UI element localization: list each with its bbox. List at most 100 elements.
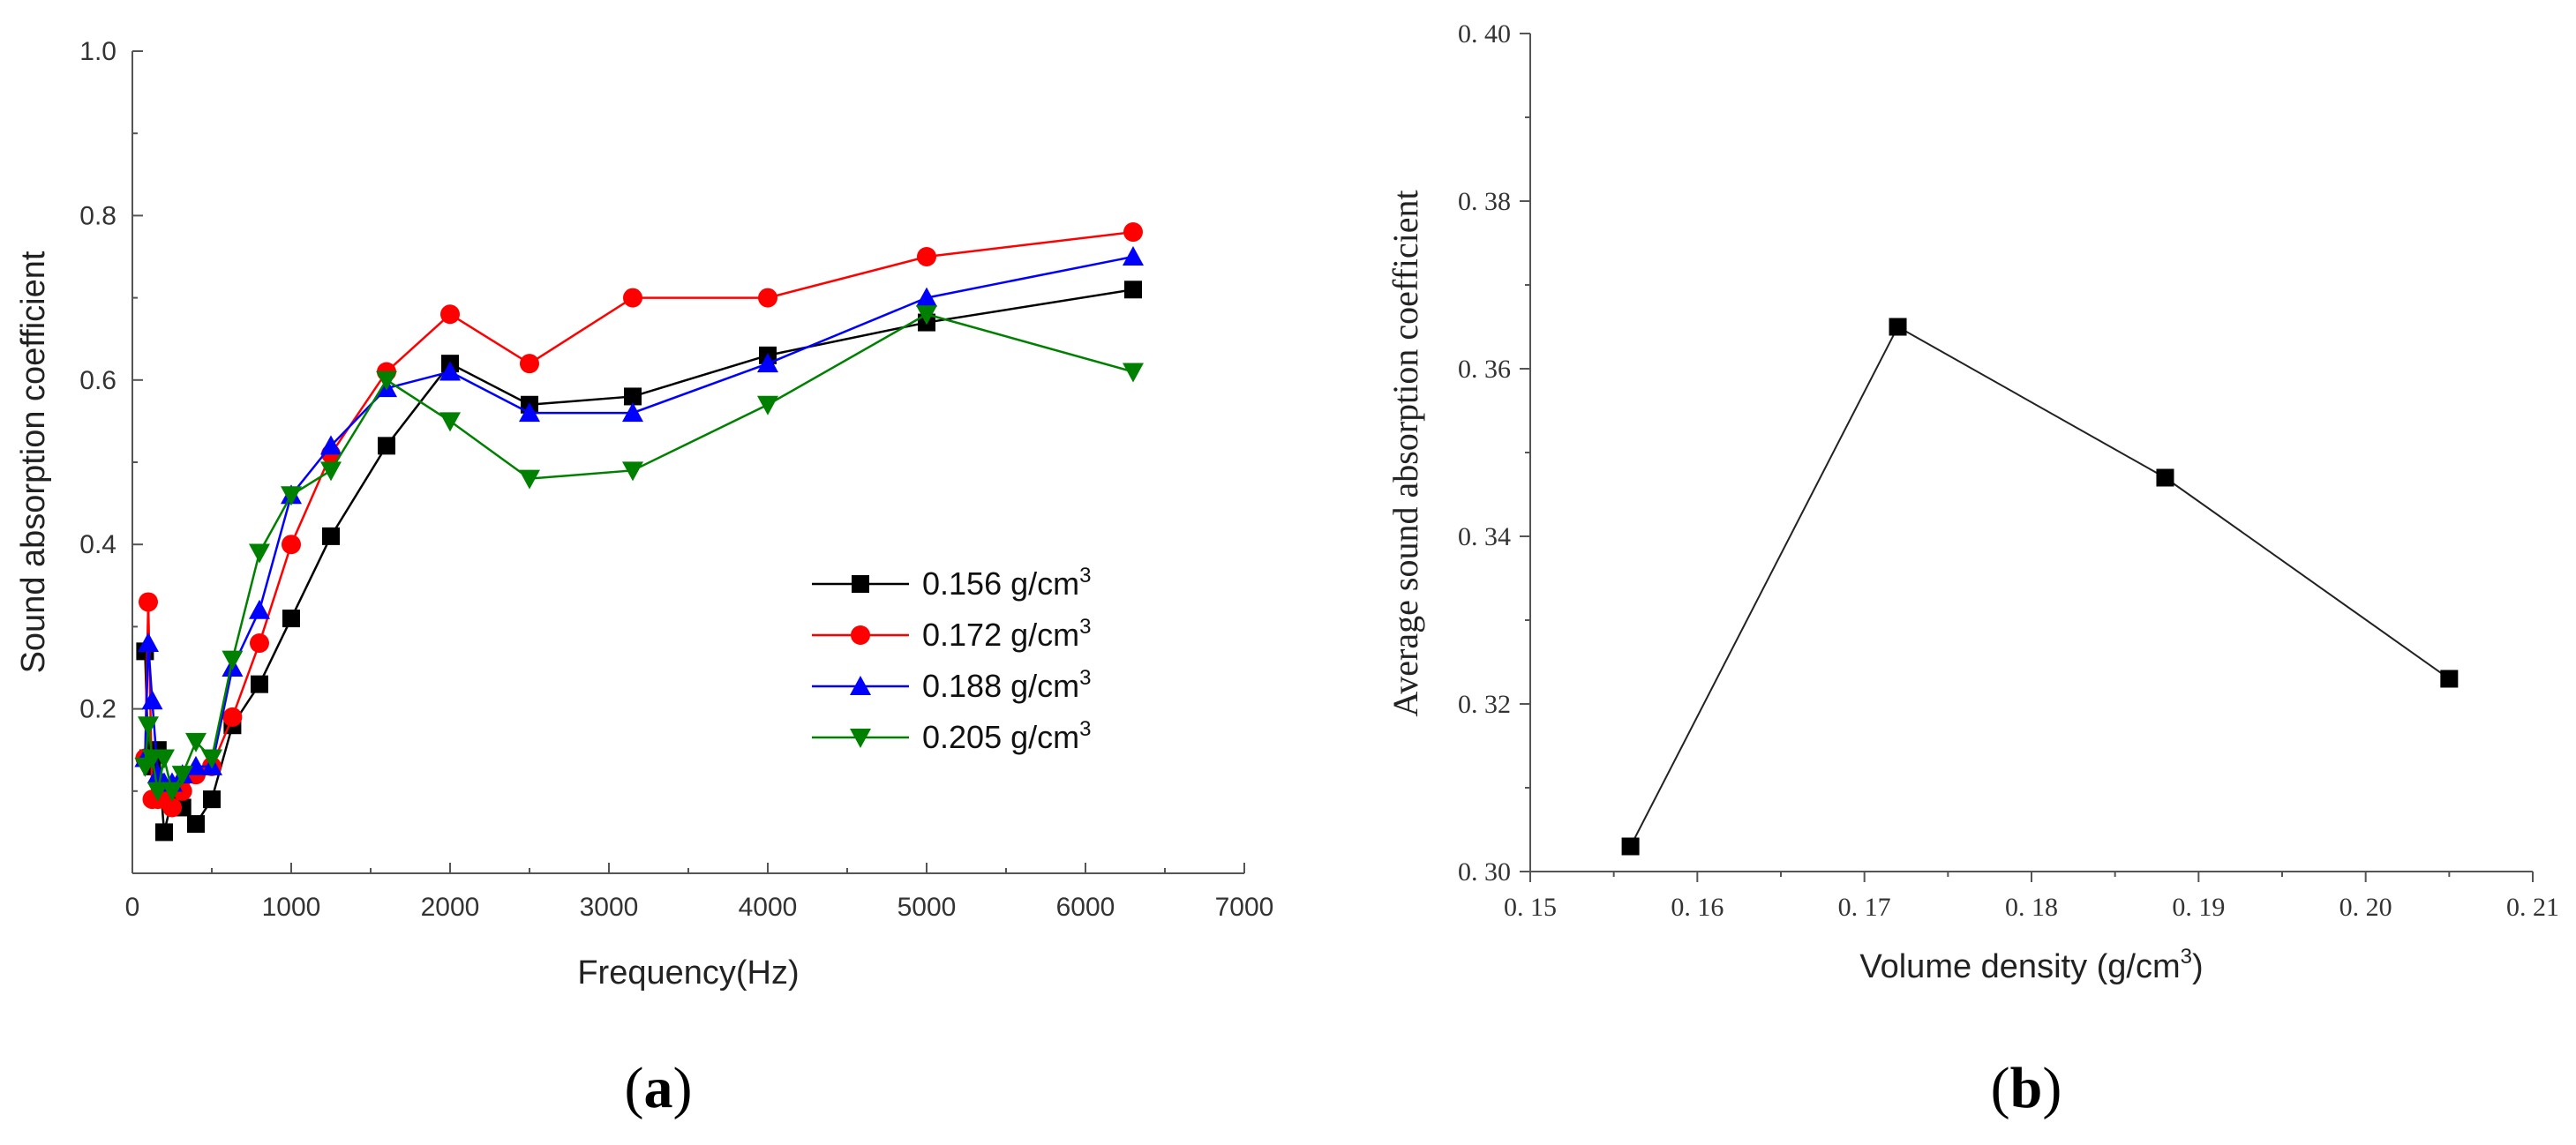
chart-a-data-point — [222, 650, 244, 670]
chart-b: 0. 15 0. 16 0. 17 0. 18 0. 19 0. 20 0. 21 0. 3… — [1386, 19, 2559, 1120]
chart-a-data-point — [222, 707, 243, 727]
chart-b-series — [1621, 318, 2459, 856]
chart-b-x-tick-label: 0. 20 — [2339, 893, 2392, 922]
chart-a-data-point — [249, 599, 270, 619]
chart-a-y-tick-label: 0.8 — [79, 201, 116, 230]
chart-a-data-point — [201, 749, 222, 769]
chart-a-data-point — [519, 402, 540, 423]
chart-a-data-point — [251, 675, 268, 693]
chart-a-data-point — [138, 716, 159, 737]
chart-a-data-point — [281, 486, 302, 506]
chart-b-x-tick-label: 0. 16 — [1671, 893, 1724, 922]
chart-a-legend-label: 0.205 g/cm3 — [922, 717, 1091, 755]
chart-a-data-point — [250, 633, 269, 654]
chart-a-data-point — [376, 370, 397, 391]
chart-a-x-tick-label: 6000 — [1056, 893, 1115, 922]
chart-a-data-point — [1124, 281, 1142, 299]
chart-a-x-ticks: 0 1000 2000 3000 4000 5000 6000 7000 — [125, 863, 1274, 922]
chart-a-data-point — [1123, 246, 1144, 266]
chart-a-data-point — [146, 782, 169, 802]
chart-a-data-point — [320, 435, 342, 455]
chart-a-x-tick-label: 3000 — [580, 893, 639, 922]
chart-a-x-tick-label: 5000 — [897, 893, 957, 922]
chart-a-data-point — [520, 354, 539, 374]
chart-a-legend-marker — [850, 676, 871, 695]
chart-a-data-point — [185, 755, 207, 775]
chart-b-data-point — [1621, 837, 1640, 856]
chart-a-data-point — [171, 766, 193, 786]
chart-a-x-axis-title: Frequency(Hz) — [577, 954, 799, 992]
chart-a-data-point — [162, 797, 182, 818]
chart-b-y-tick-label: 0. 36 — [1458, 355, 1511, 384]
chart-a-series-4 — [134, 305, 1144, 802]
chart-a-data-point — [519, 469, 540, 490]
chart-a-data-point — [322, 527, 340, 545]
chart-a-data-point — [155, 823, 173, 842]
chart-a-data-point — [439, 412, 461, 432]
chart-b-y-tick-label: 0. 30 — [1458, 857, 1511, 887]
chart-a-data-point — [282, 610, 300, 628]
chart-a-data-point — [757, 395, 778, 415]
chart-b-y-ticks: 0. 30 0. 32 0. 34 0. 36 0. 38 0. 40 — [1458, 19, 1530, 887]
chart-a-data-point — [187, 815, 205, 834]
chart-a: 0 1000 2000 3000 4000 5000 6000 7000 0.20.40.60… — [15, 37, 1273, 1120]
chart-a-x-tick-label: 4000 — [739, 893, 798, 922]
chart-a-y-axis-title: Sound absorption coefficient — [15, 251, 52, 673]
chart-a-data-point — [161, 782, 183, 802]
chart-a-data-point — [916, 287, 937, 307]
chart-a-data-point — [1123, 222, 1143, 243]
chart-b-x-tick-label: 0. 21 — [2506, 893, 2559, 922]
chart-a-legend-marker — [851, 625, 870, 645]
chart-b-x-ticks: 0. 15 0. 16 0. 17 0. 18 0. 19 0. 20 0. 21 — [1504, 872, 2559, 922]
chart-b-data-point — [1889, 318, 1907, 336]
chart-b-x-tick-label: 0. 15 — [1504, 893, 1557, 922]
chart-b-series-1 — [1621, 318, 2459, 856]
chart-a-data-point — [439, 361, 461, 381]
chart-a-legend-label: 0.156 g/cm3 — [922, 564, 1091, 602]
chart-b-x-axis-title: Volume density (g/cm3) — [1859, 945, 2203, 985]
chart-b-y-axis-title: Average sound absorption coefficient — [1386, 190, 1425, 716]
chart-a-data-point — [622, 402, 643, 423]
chart-b-y-tick-label: 0. 38 — [1458, 187, 1511, 216]
chart-a-y-tick-label: 0.4 — [79, 530, 116, 559]
chart-a-legend-label: 0.188 g/cm3 — [922, 666, 1091, 704]
chart-a-data-point — [139, 592, 158, 612]
chart-a-x-tick-label: 2000 — [421, 893, 480, 922]
chart-b-y-tick-label: 0. 32 — [1458, 690, 1511, 719]
chart-b-data-point — [2156, 468, 2174, 487]
chart-a-data-point — [185, 732, 207, 752]
chart-a-legend-item-3: 0.188 g/cm3 — [812, 666, 1091, 704]
chart-a-data-point — [138, 632, 159, 653]
chart-b-x-tick-label: 0. 17 — [1838, 893, 1891, 922]
chart-b-y-tick-label: 0. 34 — [1458, 522, 1511, 551]
chart-a-legend-item-4: 0.205 g/cm3 — [812, 717, 1091, 755]
chart-a-data-point — [623, 288, 642, 308]
chart-a-data-point — [141, 690, 163, 710]
chart-a-data-point — [917, 247, 936, 266]
chart-a-data-point — [320, 461, 342, 482]
chart-a-data-point — [440, 304, 460, 325]
chart-b-x-tick-label: 0. 18 — [2005, 893, 2058, 922]
chart-a-data-point — [622, 461, 643, 482]
chart-a-legend-item-1: 0.156 g/cm3 — [812, 564, 1091, 602]
panel-label-a: (a) — [625, 1056, 693, 1120]
chart-a-y-tick-label: 1.0 — [79, 37, 116, 66]
chart-a-y-ticks: 0.2 0.4 0.6 0.8 1.0 — [79, 37, 143, 792]
chart-a-series — [134, 222, 1144, 842]
chart-a-data-point — [282, 535, 301, 555]
chart-a-x-tick-label: 0 — [125, 893, 140, 922]
chart-a-legend-marker — [852, 575, 869, 593]
chart-b-series-line — [1629, 326, 2450, 847]
chart-a-y-tick-label: 0.2 — [79, 695, 116, 724]
chart-a-data-point — [916, 305, 937, 326]
chart-a-data-point — [1123, 363, 1144, 383]
chart-b-y-tick-label: 0. 40 — [1458, 19, 1511, 49]
chart-a-x-tick-label: 1000 — [262, 893, 321, 922]
chart-a-data-point — [758, 288, 777, 308]
chart-a-data-point — [624, 387, 642, 406]
chart-a-data-point — [378, 437, 395, 455]
chart-a-legend: 0.156 g/cm3 0.172 g/cm3 0.188 g/cm3 0.205 g… — [812, 564, 1091, 755]
chart-a-data-point — [757, 353, 778, 373]
chart-a-x-tick-label: 7000 — [1215, 893, 1274, 922]
